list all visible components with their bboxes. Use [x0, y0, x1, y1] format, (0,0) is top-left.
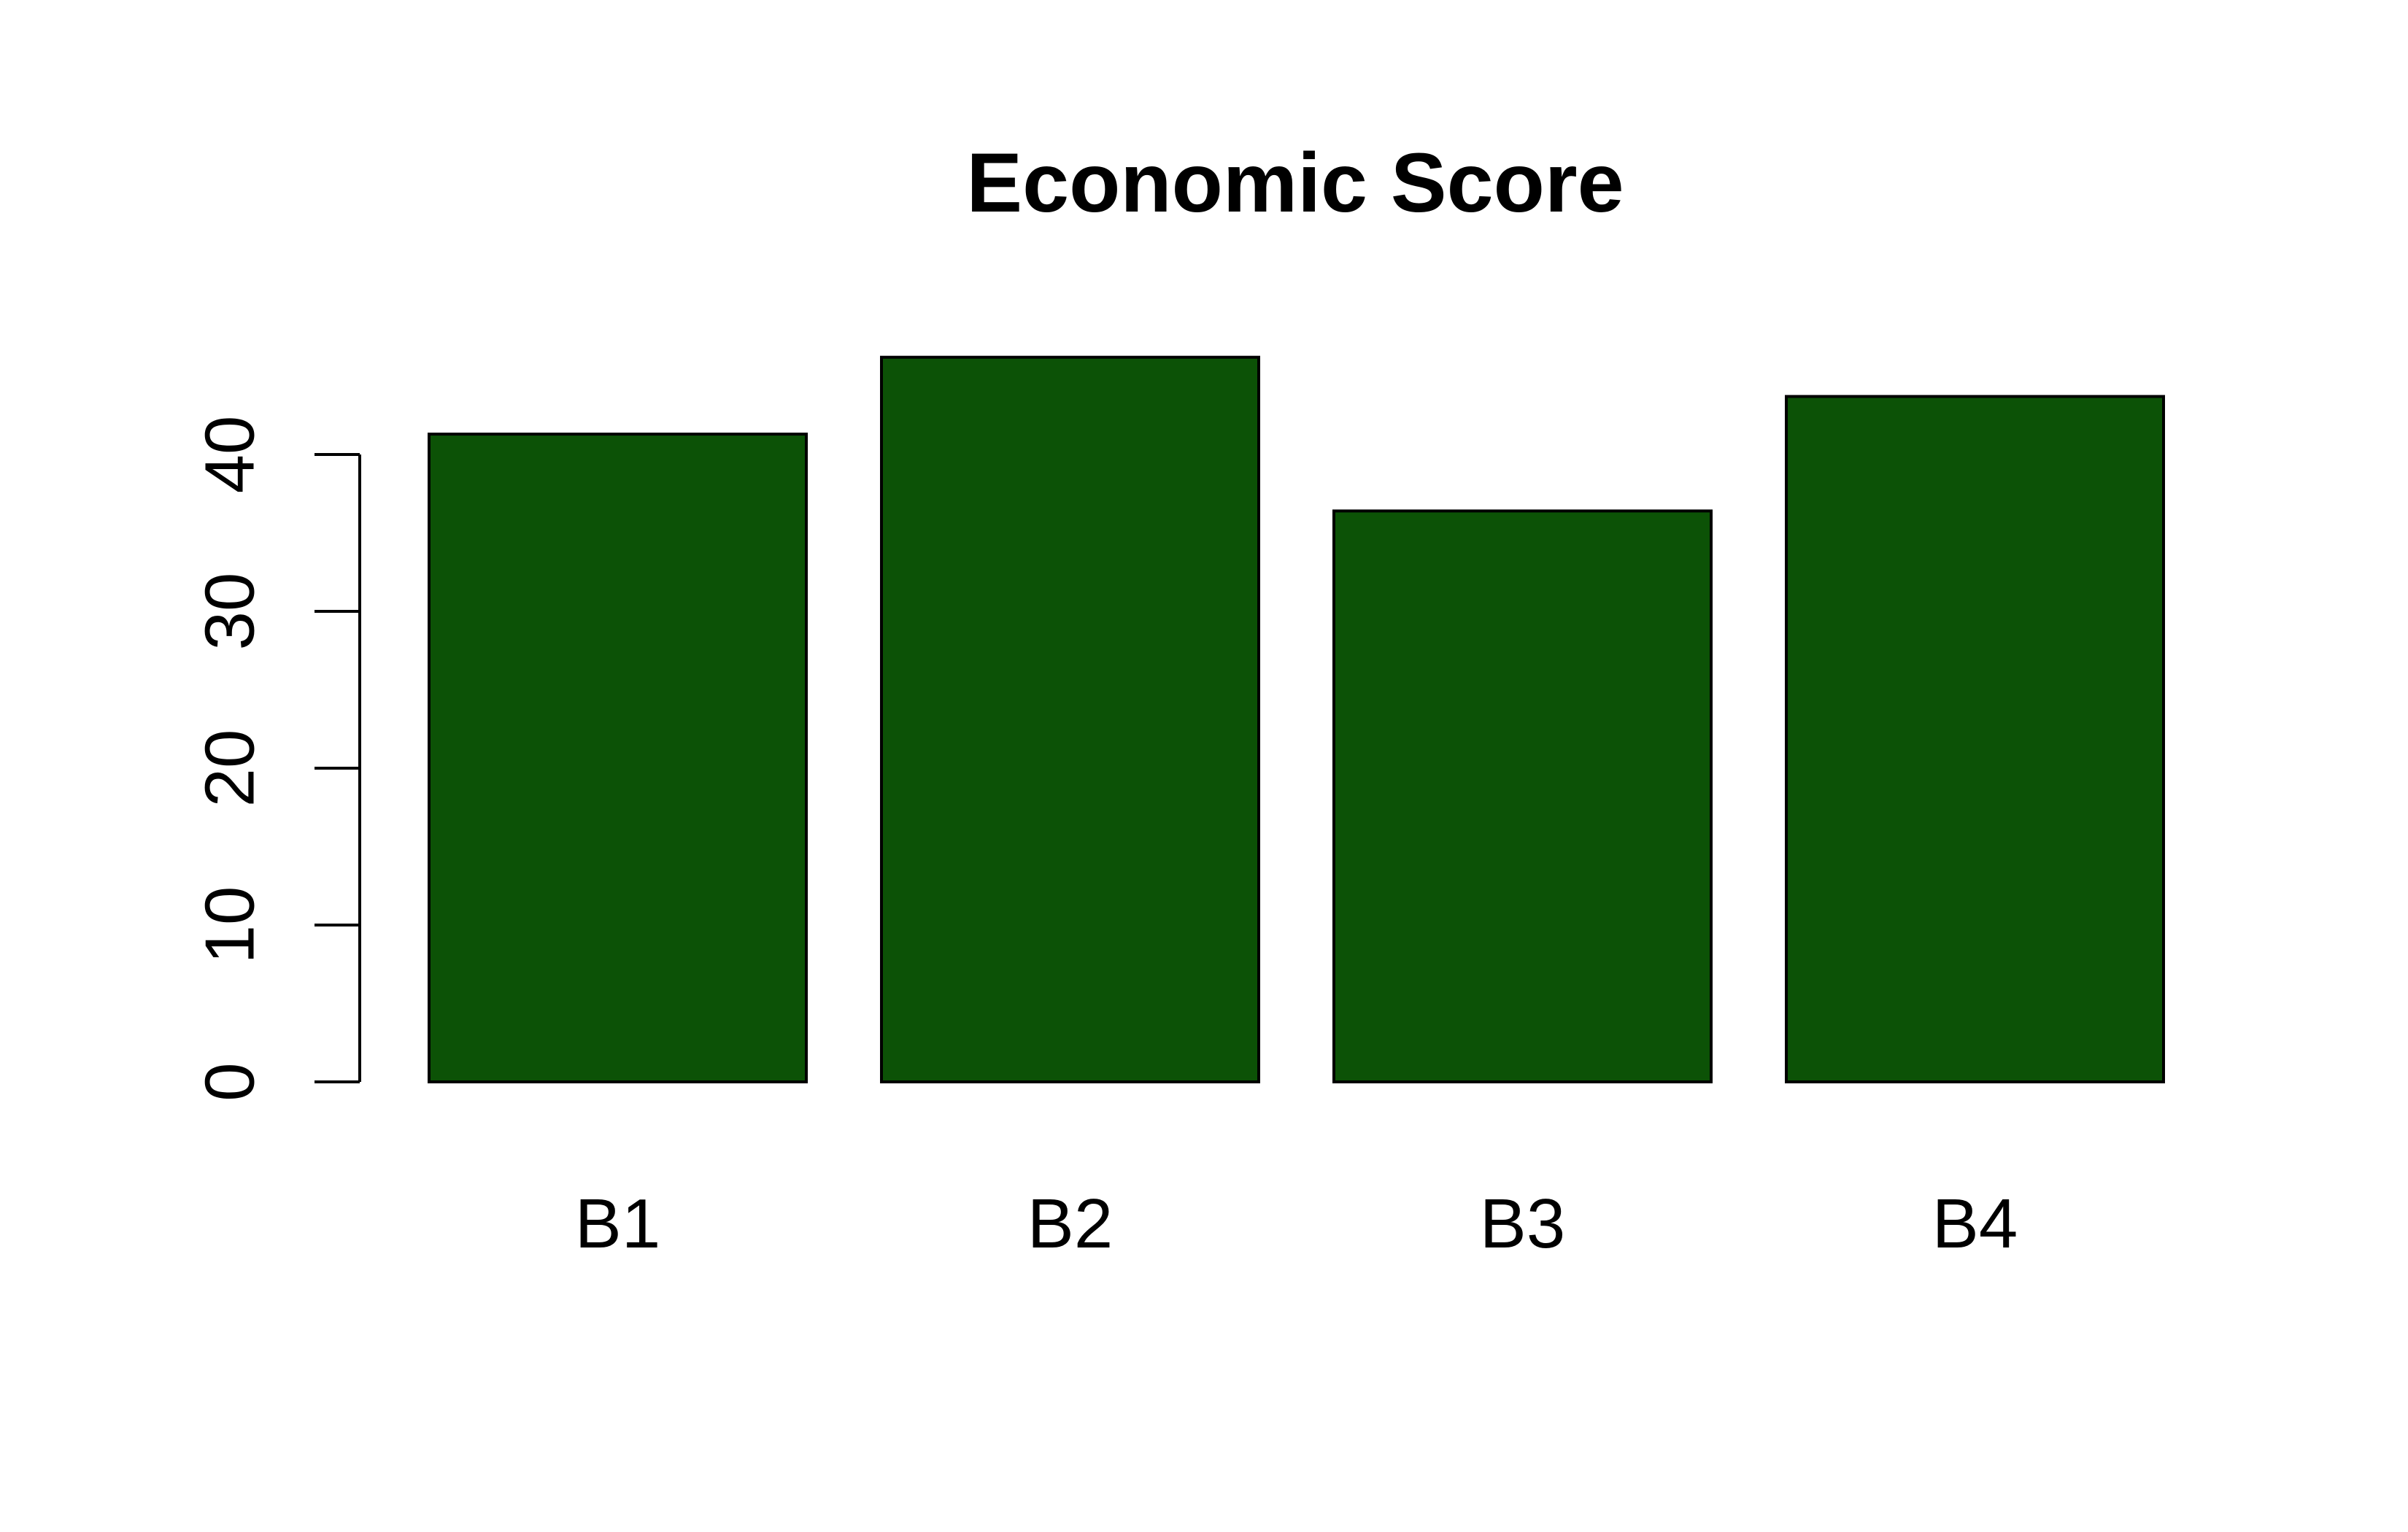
- x-category-label: B2: [1027, 1185, 1113, 1263]
- y-tick-label: 40: [191, 416, 269, 494]
- y-tick-label: 20: [191, 730, 269, 808]
- y-tick-label: 0: [191, 1062, 269, 1101]
- bar-b2: [880, 355, 1260, 1083]
- bars-group: [428, 355, 2165, 1083]
- bar-b4: [1785, 395, 2165, 1083]
- x-category-label: B1: [575, 1185, 660, 1263]
- x-category-label: B3: [1480, 1185, 1565, 1263]
- bar-b1: [428, 433, 808, 1083]
- x-category-labels: B1 B2 B3 B4: [575, 1185, 2018, 1263]
- y-axis: 0 10 20 30 40: [191, 416, 361, 1102]
- y-tick-label: 30: [191, 573, 269, 651]
- chart-title: Economic Score: [966, 136, 1624, 230]
- bar-b3: [1332, 509, 1713, 1083]
- y-tick-label: 10: [191, 886, 269, 964]
- x-category-label: B4: [1932, 1185, 2018, 1263]
